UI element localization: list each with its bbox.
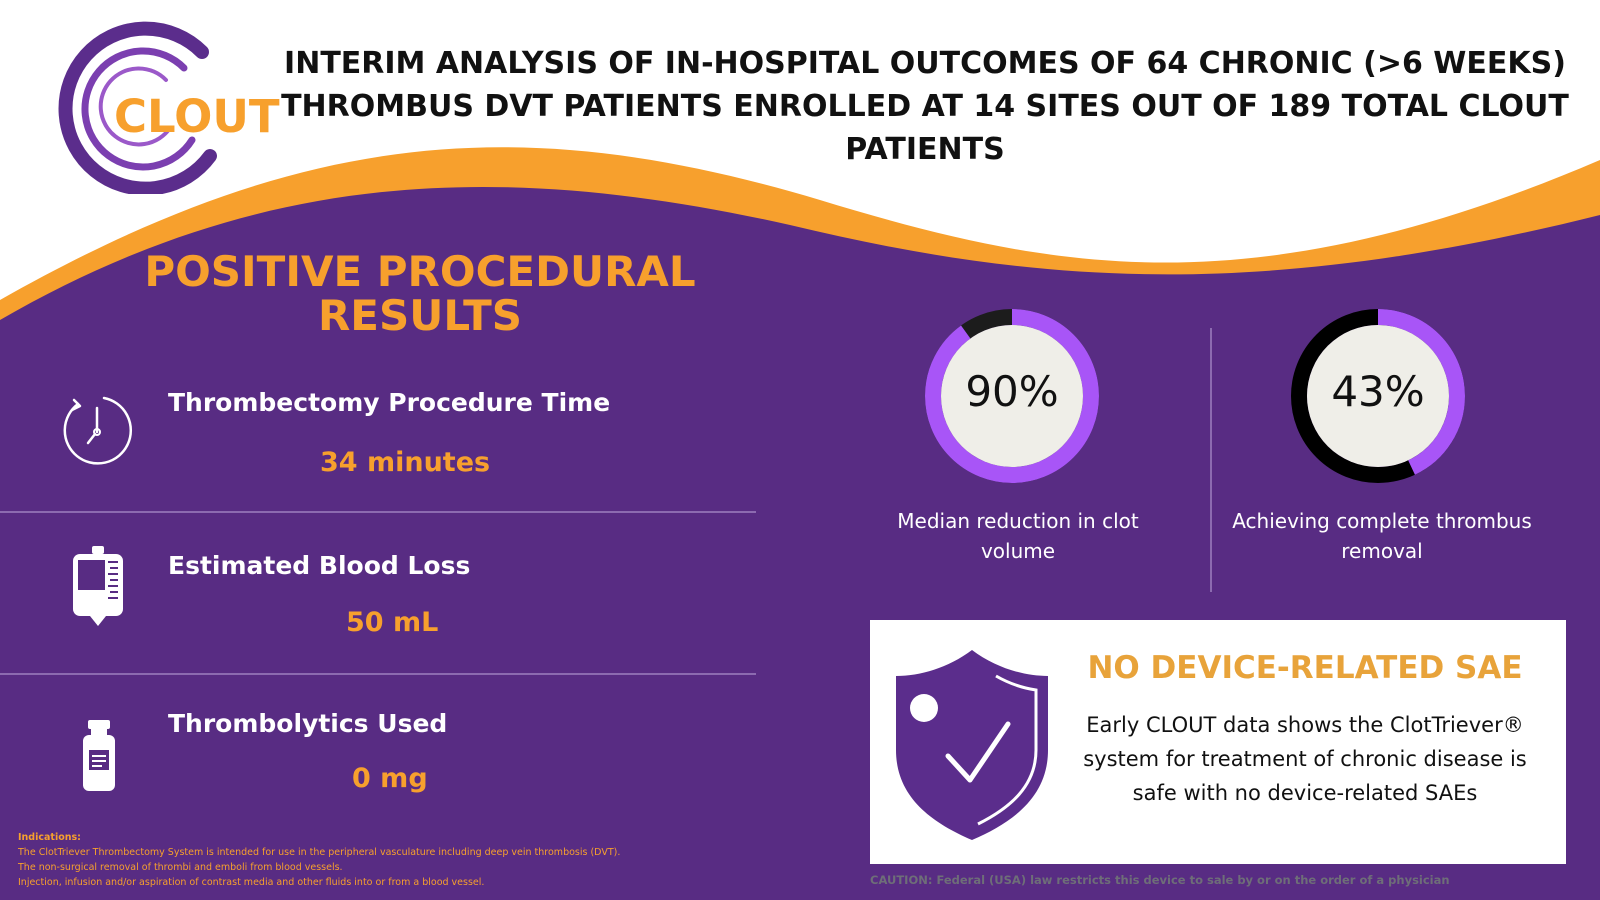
clout-logo: CLOUT	[34, 16, 280, 196]
vial-icon	[83, 720, 115, 791]
metric-label-blood-loss: Estimated Blood Loss	[168, 551, 471, 580]
divider	[0, 673, 756, 675]
metric-value-blood-loss: 50 mL	[346, 607, 439, 638]
vertical-divider	[1210, 328, 1212, 592]
sae-text-line: safe with no device-related SAEs	[1132, 781, 1478, 805]
metric-value-thrombolytics: 0 mg	[352, 763, 428, 794]
clot-reduction-ring	[925, 309, 1099, 483]
sae-text-line: system for treatment of chronic disease …	[1083, 747, 1527, 771]
ring-value-thrombus-removal: 43%	[1331, 367, 1425, 416]
ring-value-clot-reduction: 90%	[965, 367, 1059, 416]
iv-bag-icon	[73, 546, 123, 626]
indications-line: The non-surgical removal of thrombi and …	[18, 862, 343, 873]
sae-description: Early CLOUT data shows the ClotTriever® …	[1070, 708, 1540, 810]
section-title-line1: POSITIVE PROCEDURAL	[144, 247, 696, 296]
sae-panel: NO DEVICE-RELATED SAE Early CLOUT data s…	[870, 620, 1566, 864]
ring-caption-thrombus-removal: Achieving complete thrombus removal	[1222, 506, 1542, 566]
metric-value-procedure-time: 34 minutes	[320, 447, 491, 478]
indications-line: Injection, infusion and/or aspiration of…	[18, 877, 485, 888]
ring-progress-arc	[925, 309, 1099, 483]
thrombus-removal-ring	[1291, 309, 1465, 483]
ring-caption-line: removal	[1341, 539, 1423, 563]
ring-caption-line: Median reduction in clot	[897, 509, 1139, 533]
shield-check-icon	[896, 650, 1048, 840]
section-title: POSITIVE PROCEDURAL RESULTS	[100, 250, 740, 338]
indications-text: Indications: The ClotTriever Thrombectom…	[18, 830, 778, 890]
ring-caption-line: Achieving complete thrombus	[1232, 509, 1532, 533]
ring-progress-arc	[1291, 309, 1465, 483]
indications-heading: Indications:	[18, 832, 81, 843]
ring-caption-line: volume	[980, 539, 1056, 563]
section-title-line2: RESULTS	[317, 291, 523, 340]
logo-text: CLOUT	[114, 90, 280, 143]
metric-label-thrombolytics: Thrombolytics Used	[168, 709, 448, 738]
ring-caption-clot-reduction: Median reduction in clot volume	[858, 506, 1178, 566]
metric-label-procedure-time: Thrombectomy Procedure Time	[168, 388, 611, 417]
stopwatch-icon	[63, 396, 132, 465]
sae-text-line: Early CLOUT data shows the ClotTriever®	[1086, 713, 1524, 737]
page-title: INTERIM ANALYSIS OF IN-HOSPITAL OUTCOMES…	[281, 46, 1569, 167]
caution-text: CAUTION: Federal (USA) law restricts thi…	[870, 873, 1450, 887]
divider	[0, 511, 756, 513]
indications-line: The ClotTriever Thrombectomy System is i…	[18, 847, 621, 858]
sae-title: NO DEVICE-RELATED SAE	[1087, 650, 1523, 686]
